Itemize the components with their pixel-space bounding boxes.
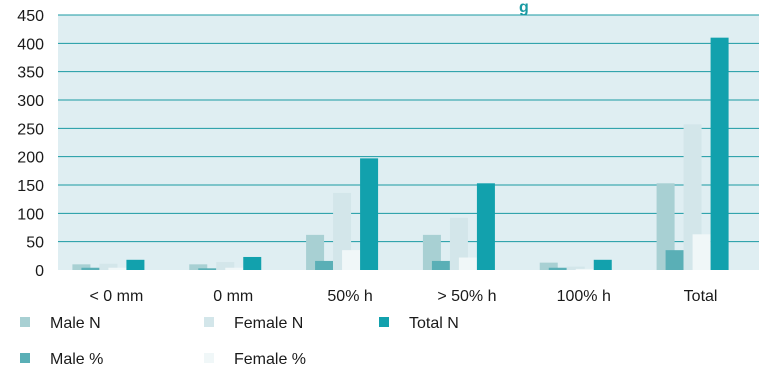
- legend-swatch: [204, 317, 214, 327]
- bar-total-n-4: [593, 259, 612, 270]
- plot-area: [58, 15, 759, 270]
- legend-swatch: [20, 353, 30, 363]
- y-tick-label: 0: [35, 263, 44, 280]
- legend-swatch: [204, 353, 214, 363]
- bars: [72, 37, 729, 270]
- bar-male-n-5: [656, 183, 675, 270]
- bar-female-5: [692, 234, 711, 270]
- y-tick-label: 50: [26, 235, 44, 252]
- bar-female-3: [458, 257, 477, 270]
- legend-label: Female %: [234, 351, 306, 368]
- bar-total-n-5: [710, 37, 729, 270]
- bar-female-n-5: [683, 124, 702, 270]
- legend-swatch: [379, 317, 389, 327]
- x-category-label: 100% h: [557, 288, 611, 305]
- legend-label: Male N: [50, 315, 101, 332]
- y-tick-label: 150: [17, 178, 44, 195]
- bar-male-2: [315, 260, 334, 270]
- x-axis-categories: < 0 mm 0 mm 50% h > 50% h 100% h Total: [90, 288, 718, 305]
- y-tick-label: 450: [17, 8, 44, 25]
- bar-male-n-0: [72, 264, 91, 270]
- bar-male-4: [548, 267, 567, 270]
- bar-total-n-2: [360, 158, 379, 270]
- bar-total-n-1: [243, 256, 262, 270]
- chart-title-fragment: g: [519, 0, 529, 16]
- legend: Male N Female N Total N Male % Female %: [20, 315, 459, 368]
- bar-female-0: [108, 267, 127, 270]
- bar-female-4: [575, 268, 594, 270]
- y-tick-label: 400: [17, 36, 44, 53]
- y-tick-label: 100: [17, 206, 44, 223]
- gridlines: [58, 14, 759, 243]
- y-tick-label: 350: [17, 65, 44, 82]
- bar-male-3: [431, 260, 450, 270]
- bar-female-n-3: [449, 217, 468, 270]
- bar-total-n-3: [476, 183, 495, 270]
- bar-female-2: [342, 250, 361, 270]
- legend-swatch: [20, 317, 30, 327]
- x-category-label: < 0 mm: [90, 288, 144, 305]
- legend-label: Male %: [50, 351, 103, 368]
- x-category-label: 0 mm: [213, 288, 253, 305]
- x-category-label: 50% h: [327, 288, 372, 305]
- y-tick-label: 200: [17, 150, 44, 167]
- y-tick-label: 250: [17, 121, 44, 138]
- bar-female-n-1: [216, 262, 235, 270]
- x-category-label: Total: [684, 288, 718, 305]
- bar-male-n-1: [189, 264, 208, 270]
- bar-female-n-0: [99, 263, 118, 270]
- legend-label: Total N: [409, 315, 459, 332]
- x-category-label: > 50% h: [437, 288, 496, 305]
- bar-total-n-0: [126, 259, 145, 270]
- y-axis-ticks: 0 50 100 150 200 250 300 350 400 450: [17, 8, 44, 280]
- bar-female-1: [225, 267, 244, 270]
- bar-male-0: [81, 267, 100, 270]
- bar-male-1: [198, 268, 217, 270]
- bar-female-n-4: [566, 266, 585, 270]
- bar-male-n-4: [539, 262, 558, 270]
- bar-male-5: [665, 250, 684, 270]
- y-tick-label: 300: [17, 93, 44, 110]
- legend-label: Female N: [234, 315, 303, 332]
